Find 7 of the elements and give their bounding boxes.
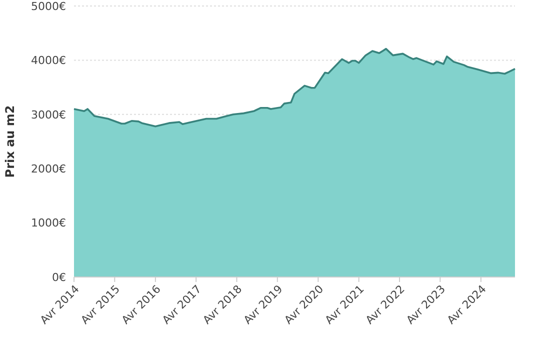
y-tick-label: 3000€ <box>31 108 66 122</box>
y-axis-title: Prix au m2 <box>3 105 17 178</box>
y-tick-label: 5000€ <box>31 0 66 13</box>
y-tick-label: 0€ <box>52 270 66 284</box>
y-tick-label: 2000€ <box>31 162 66 176</box>
y-tick-label: 4000€ <box>31 54 66 68</box>
y-tick-label: 1000€ <box>31 216 66 230</box>
